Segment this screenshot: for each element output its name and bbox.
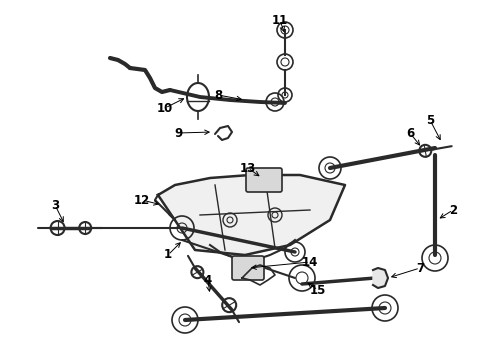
Text: 8: 8: [214, 89, 222, 102]
Polygon shape: [158, 175, 345, 255]
Text: 6: 6: [406, 126, 414, 140]
Text: 12: 12: [134, 194, 150, 207]
Text: 13: 13: [240, 162, 256, 175]
Text: 14: 14: [302, 256, 318, 269]
Text: 9: 9: [174, 126, 182, 140]
Text: 10: 10: [157, 102, 173, 114]
Polygon shape: [373, 268, 388, 288]
Text: 1: 1: [164, 248, 172, 261]
Text: 11: 11: [272, 14, 288, 27]
Text: 5: 5: [426, 113, 434, 126]
Text: 2: 2: [449, 203, 457, 216]
Text: 7: 7: [416, 261, 424, 274]
FancyBboxPatch shape: [232, 256, 264, 280]
FancyBboxPatch shape: [246, 168, 282, 192]
Text: 15: 15: [310, 284, 326, 297]
Text: 4: 4: [204, 274, 212, 287]
Text: 3: 3: [51, 198, 59, 212]
